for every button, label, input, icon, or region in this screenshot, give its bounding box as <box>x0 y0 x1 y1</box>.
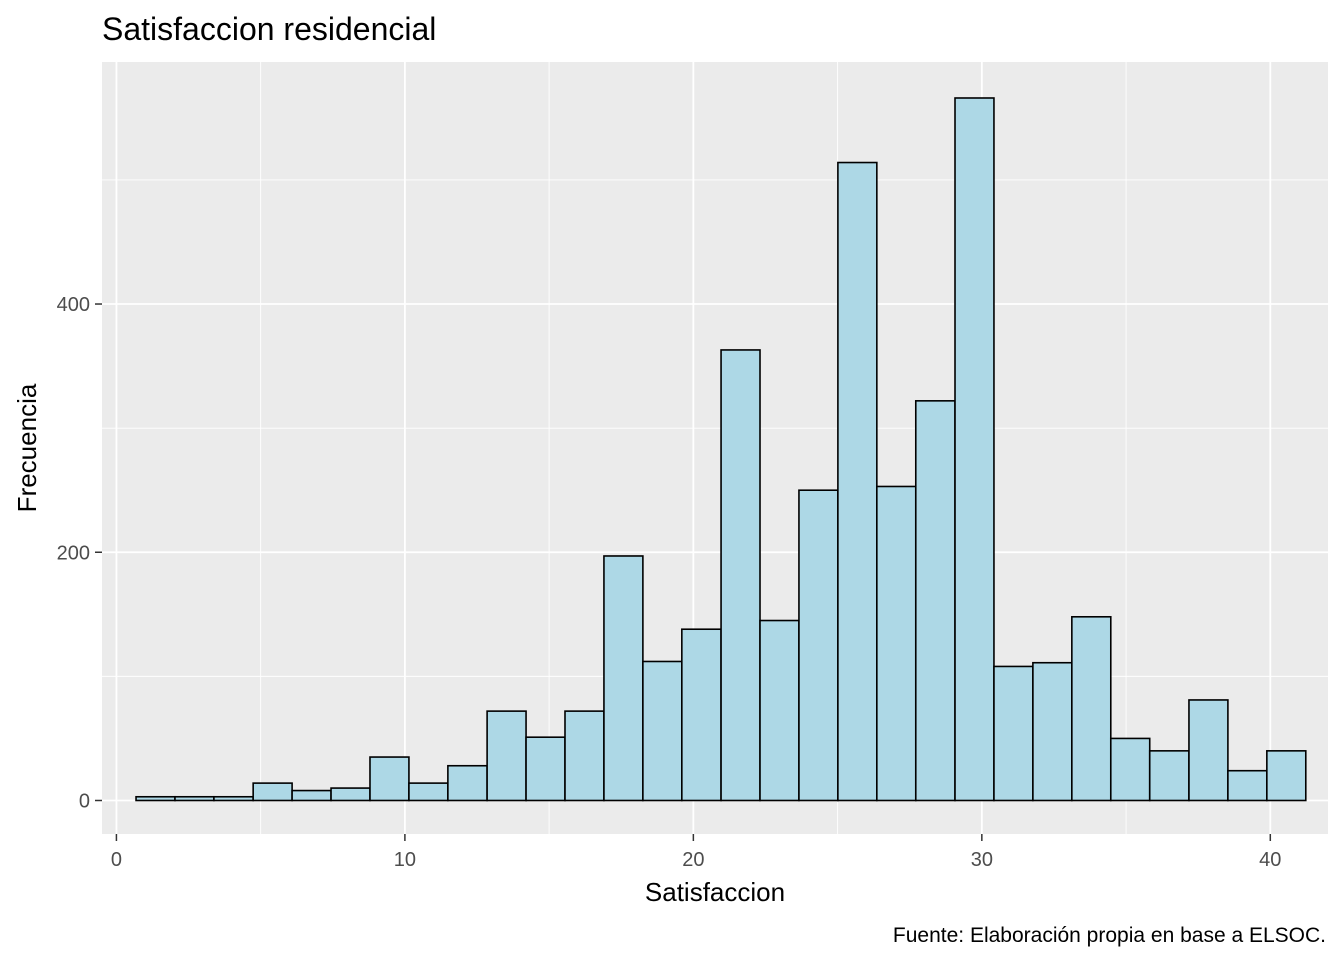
histogram-bar <box>720 349 761 802</box>
histogram-bar <box>135 795 176 802</box>
histogram-bar <box>1227 769 1268 802</box>
y-axis-ticks: 0 200 400 <box>57 294 102 812</box>
y-tick-label: 0 <box>79 790 90 812</box>
histogram-bar <box>1071 615 1112 802</box>
histogram-bar <box>525 736 566 802</box>
y-tick-label: 400 <box>57 294 90 316</box>
histogram-bar <box>603 555 644 802</box>
histogram-bar <box>1188 699 1229 802</box>
x-tick-label: 0 <box>111 849 122 871</box>
histogram-bar <box>369 756 410 802</box>
histogram-bar <box>1032 661 1073 802</box>
histogram-bar <box>564 710 605 802</box>
x-axis-ticks: 0 10 20 30 40 <box>111 834 1281 871</box>
y-tick-label: 200 <box>57 542 90 564</box>
histogram-bar <box>798 489 839 802</box>
chart-caption: Fuente: Elaboración propia en base a ELS… <box>893 924 1326 947</box>
histogram-bar <box>876 485 917 802</box>
x-tick-label: 20 <box>682 849 704 871</box>
histogram-bar <box>1148 750 1190 802</box>
histogram-bar <box>486 710 527 802</box>
y-axis-title: Frecuencia <box>12 383 42 512</box>
histogram-bar <box>408 782 449 802</box>
histogram-bar <box>642 660 683 802</box>
histogram-bar <box>993 665 1034 802</box>
x-axis-title: Satisfaccion <box>645 877 785 907</box>
histogram-bar <box>291 789 332 802</box>
histogram-bar <box>759 619 800 802</box>
histogram-bar <box>914 400 956 802</box>
histogram-bar <box>330 787 371 802</box>
histogram-bar <box>954 97 995 802</box>
histogram-bar <box>837 161 878 802</box>
histogram-bars <box>135 97 1307 802</box>
histogram-bar <box>681 628 722 802</box>
histogram-bar <box>213 795 254 802</box>
histogram-bar <box>1266 750 1307 802</box>
histogram-bar <box>252 782 293 802</box>
histogram-bar <box>174 795 215 802</box>
chart-title: Satisfaccion residencial <box>102 11 436 47</box>
x-tick-label: 40 <box>1259 849 1281 871</box>
x-tick-label: 30 <box>971 849 993 871</box>
x-tick-label: 10 <box>394 849 416 871</box>
histogram-bar <box>447 764 488 802</box>
histogram-bar <box>1109 737 1151 802</box>
